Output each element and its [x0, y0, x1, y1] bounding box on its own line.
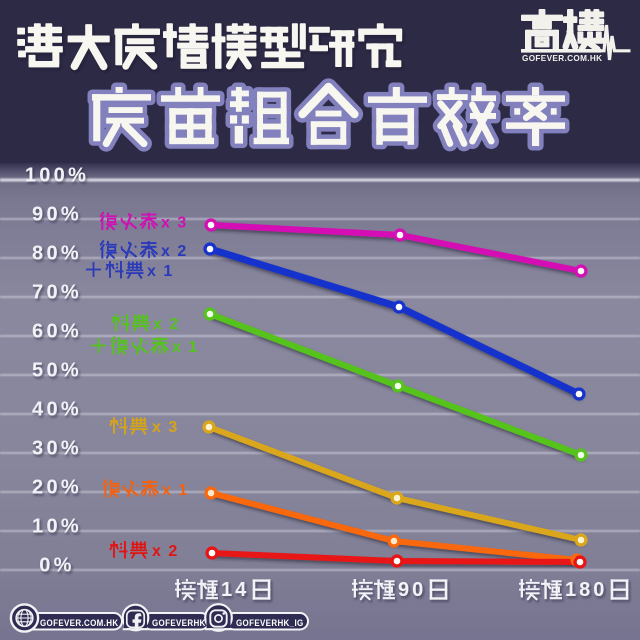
svg-text:60%: 60% — [32, 321, 82, 343]
svg-text:180: 180 — [565, 579, 607, 601]
svg-text:70%: 70% — [32, 282, 82, 304]
svg-text:30%: 30% — [32, 438, 82, 460]
svg-text:x 2: x 2 — [152, 543, 179, 560]
svg-text:x 1: x 1 — [172, 339, 199, 356]
svg-text:20%: 20% — [32, 477, 82, 499]
svg-text:100%: 100% — [25, 165, 89, 187]
svg-text:GOFEVER.COM.HK: GOFEVER.COM.HK — [522, 54, 602, 63]
svg-text:80%: 80% — [32, 243, 82, 265]
svg-text:90%: 90% — [32, 204, 82, 226]
svg-text:90: 90 — [398, 579, 426, 601]
svg-text:10%: 10% — [32, 516, 82, 538]
svg-text:GOFEVERHK: GOFEVERHK — [152, 617, 206, 628]
svg-text:40%: 40% — [32, 399, 82, 421]
svg-text:0%: 0% — [39, 555, 75, 577]
svg-text:GOFEVER.COM.HK: GOFEVER.COM.HK — [40, 617, 119, 628]
svg-text:GOFEVERHK_IG: GOFEVERHK_IG — [236, 617, 304, 628]
svg-text:x 2: x 2 — [161, 243, 188, 260]
svg-text:14: 14 — [221, 579, 249, 601]
svg-text:x 3: x 3 — [161, 215, 188, 232]
svg-text:x 1: x 1 — [147, 263, 174, 280]
svg-text:x 3: x 3 — [152, 419, 179, 436]
svg-text:x 1: x 1 — [162, 482, 189, 499]
svg-text:50%: 50% — [32, 360, 82, 382]
svg-text:x 2: x 2 — [153, 316, 180, 333]
